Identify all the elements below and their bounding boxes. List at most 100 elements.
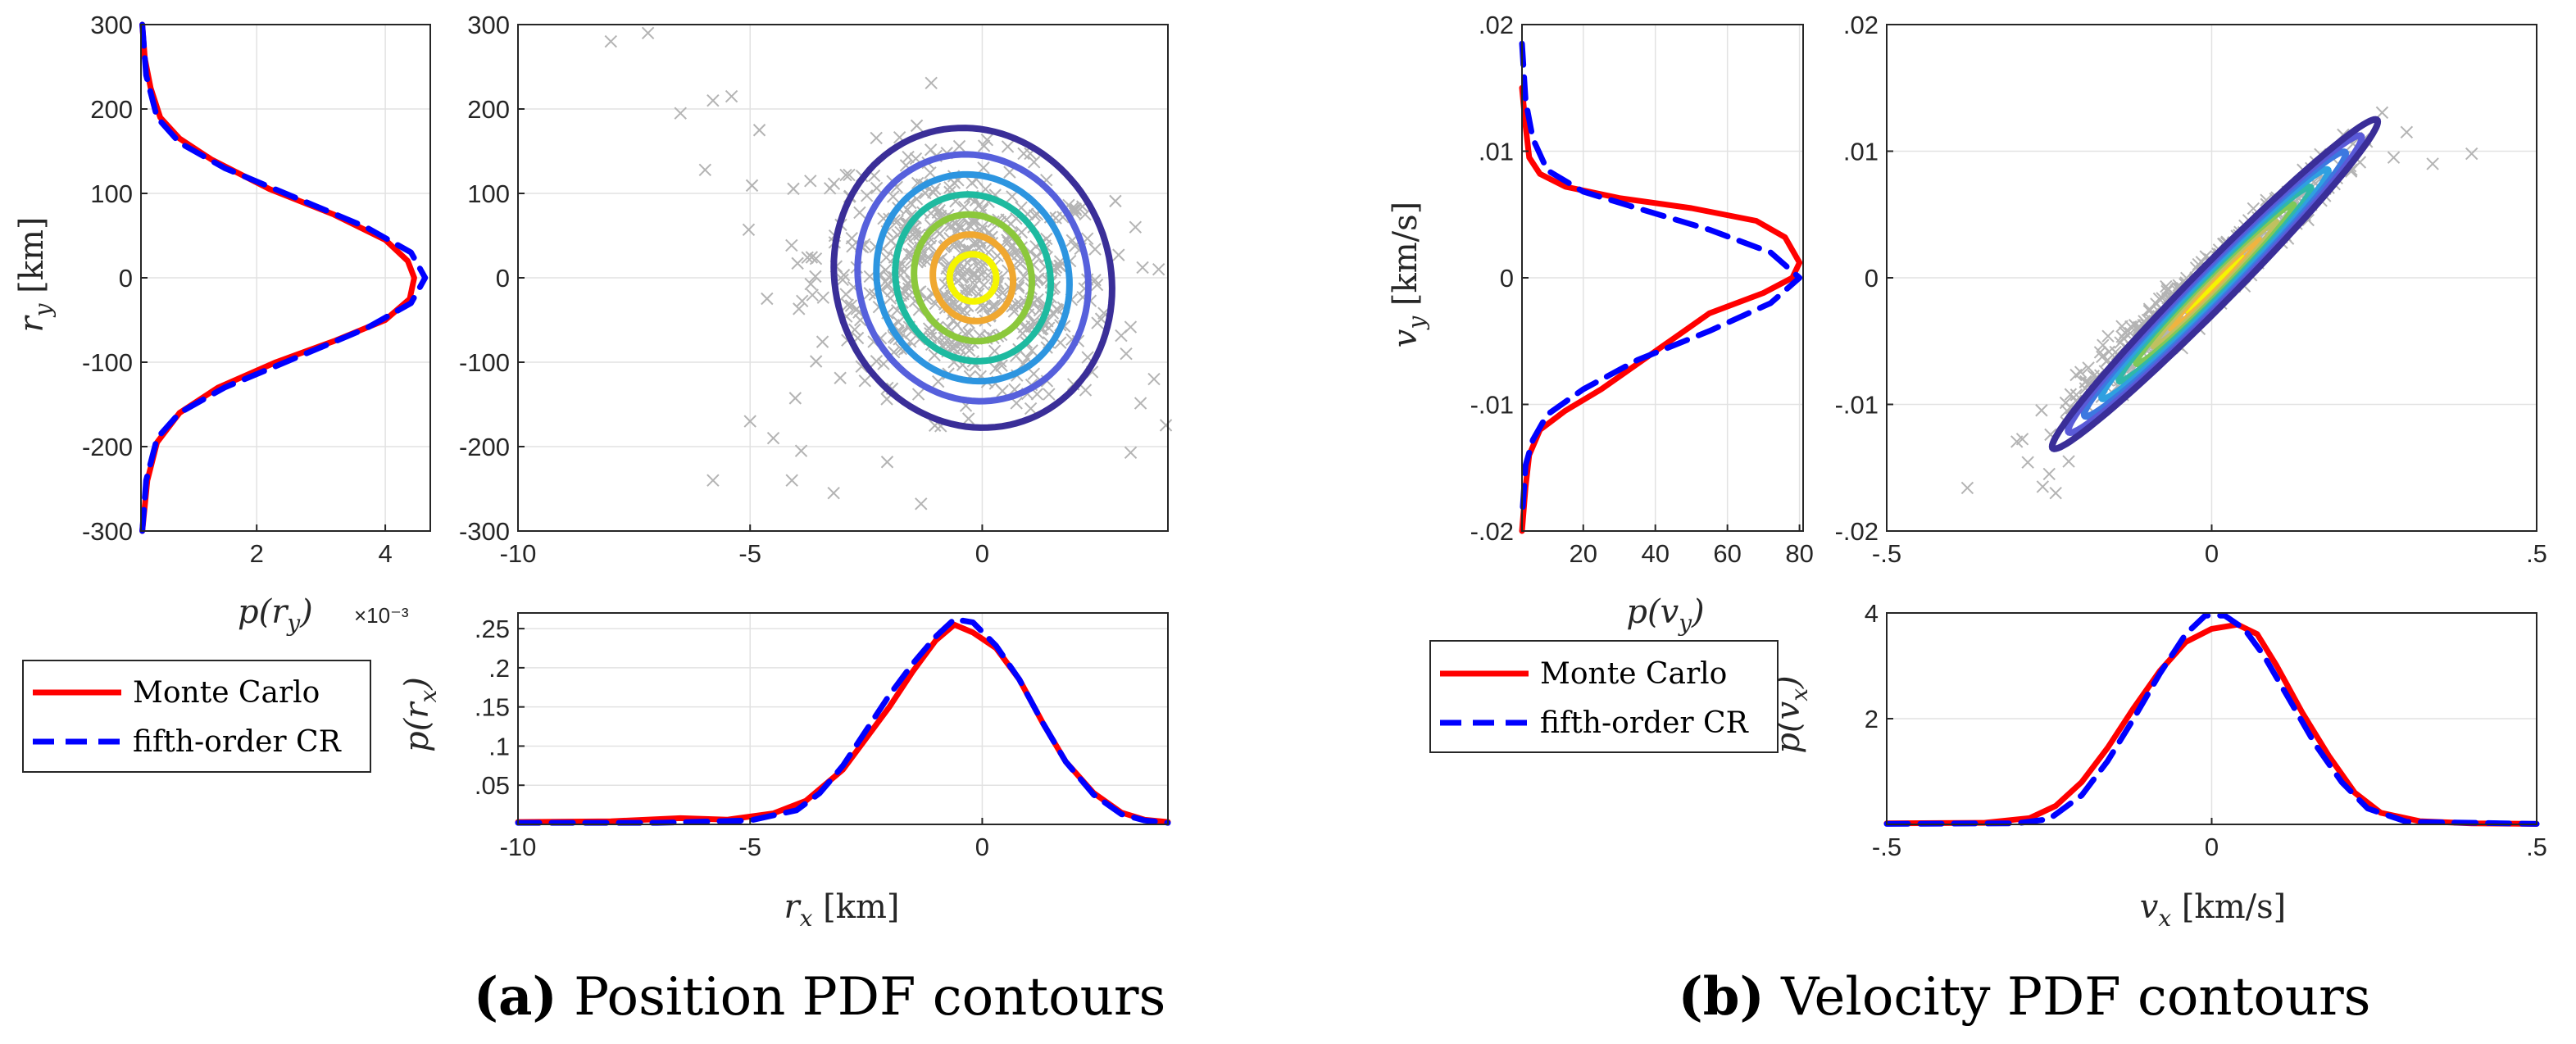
velocity-scatter-contour-plot: -.5 0 .5 -.02 -.01 0 .01 .02 [1835, 11, 2547, 568]
tick-label: 80 [1785, 539, 1813, 568]
tick-label: -.5 [1872, 833, 1901, 861]
tick-label: -.5 [1872, 539, 1901, 568]
scatter-point [1960, 481, 1974, 495]
tick-label: .5 [2526, 833, 2547, 861]
contour-line [830, 125, 1115, 431]
tick-label: 60 [1713, 539, 1741, 568]
scatter-point [2093, 346, 2107, 359]
scatter-point [1027, 367, 1041, 380]
scatter-point [2400, 125, 2414, 139]
legend-label-cr-vel: fifth-order CR [1540, 706, 1749, 740]
tick-label: 40 [1641, 539, 1669, 568]
scatter-point [2115, 330, 2128, 343]
scatter-point [844, 299, 858, 312]
scatter-point [1030, 249, 1043, 263]
scatter-point [2042, 467, 2056, 481]
scatter-point [2021, 456, 2034, 469]
legend-velocity: Monte Carlo fifth-order CR [1429, 640, 1779, 753]
scatter-point [967, 216, 981, 230]
scatter-point [932, 374, 945, 388]
scatter-point [1053, 259, 1066, 273]
tick-label: .25 [475, 615, 510, 643]
ylabel-ry: ry [km] [13, 216, 57, 332]
scatter-point [1001, 140, 1015, 153]
series-line-fifth-order-cr [1519, 40, 1803, 521]
caption-b: (b) Velocity PDF contours [1678, 966, 2370, 1028]
scatter-point [761, 292, 774, 306]
legend-label-monte-carlo-vel: Monte Carlo [1540, 657, 1727, 691]
scatter-point [1129, 220, 1143, 234]
scatter-point [902, 150, 915, 164]
scatter-point [1024, 402, 1038, 415]
scatter-point [742, 223, 756, 237]
scatter-point [2128, 319, 2142, 332]
x-multiplier: ×10⁻³ [354, 603, 409, 628]
scatter-point [980, 133, 994, 147]
scatter-point [787, 182, 800, 196]
series-line-monte-carlo [1519, 84, 1803, 534]
scatter-point [804, 175, 817, 188]
tick-label: 4 [1865, 599, 1879, 628]
tick-label: -.01 [1470, 391, 1514, 420]
scatter-point [801, 251, 814, 264]
scatter-point [2079, 374, 2092, 388]
tick-label: 0 [975, 833, 989, 861]
scatter-point [1017, 147, 1030, 161]
series-line-monte-carlo [515, 621, 1171, 825]
scatter-point [968, 279, 982, 292]
xlabel-p-vy: p(vy) [1626, 593, 1704, 637]
scatter-point [964, 270, 978, 284]
scatter-point [837, 268, 851, 282]
scatter-point [827, 177, 841, 190]
scatter-point [1124, 320, 1138, 334]
tick-label: -100 [459, 348, 510, 377]
tick-label: -.01 [1835, 391, 1879, 420]
tick-label: .2 [488, 654, 510, 683]
scatter-point [834, 371, 847, 384]
scatter-point [816, 335, 829, 348]
scatter-point [870, 181, 884, 195]
scatter-point [971, 257, 985, 270]
scatter-point [1043, 321, 1056, 334]
scatter-point [2049, 486, 2062, 500]
scatter-point [1088, 243, 1102, 256]
xlabel-vx: vx [km/s] [2140, 888, 2287, 932]
scatter-point [981, 269, 995, 282]
scatter-point [2064, 388, 2078, 401]
scatter-point [809, 355, 823, 368]
scatter-point [1124, 446, 1138, 460]
tick-label: 0 [496, 264, 510, 293]
scatter-point [858, 374, 871, 388]
tick-label: .15 [475, 693, 510, 722]
scatter-point [745, 179, 759, 193]
scatter-point [977, 161, 990, 175]
scatter-point [2035, 404, 2048, 417]
series-line-fifth-order-cr [1883, 612, 2540, 827]
scatter-point [957, 200, 971, 214]
scatter-point [870, 131, 883, 145]
scatter-point [2082, 361, 2095, 374]
scatter-point [910, 119, 924, 133]
scatter-point [863, 287, 876, 300]
scatter-point [2387, 151, 2401, 164]
scatter-point [706, 474, 720, 487]
scatter-point [879, 251, 893, 264]
scatter-point [706, 93, 720, 107]
velocity-vy-marginal-plot: 20 40 60 80 -.02 -.01 0 .01 .02 vy [km/s] p(vy) [1387, 11, 1814, 637]
scatter-point [839, 288, 852, 301]
scatter-point [960, 284, 973, 297]
series-line-fifth-order-cr [139, 21, 429, 534]
legend-label-cr: fifth-order CR [133, 725, 342, 759]
tick-label: .01 [1479, 138, 1514, 166]
position-ry-marginal-plot: 2 4 -300 -200 -100 0 100 200 300 ry [km] p(ry) ×… [13, 11, 431, 637]
tick-label: -200 [459, 433, 510, 461]
scatter-point [1147, 372, 1161, 386]
scatter-point [1134, 397, 1147, 410]
scatter-point [877, 357, 890, 370]
scatter-point [2160, 283, 2174, 296]
scatter-point [1136, 261, 1149, 275]
tick-label: -.02 [1835, 517, 1879, 546]
scatter-point [995, 359, 1008, 372]
legend-label-monte-carlo: Monte Carlo [133, 676, 320, 710]
